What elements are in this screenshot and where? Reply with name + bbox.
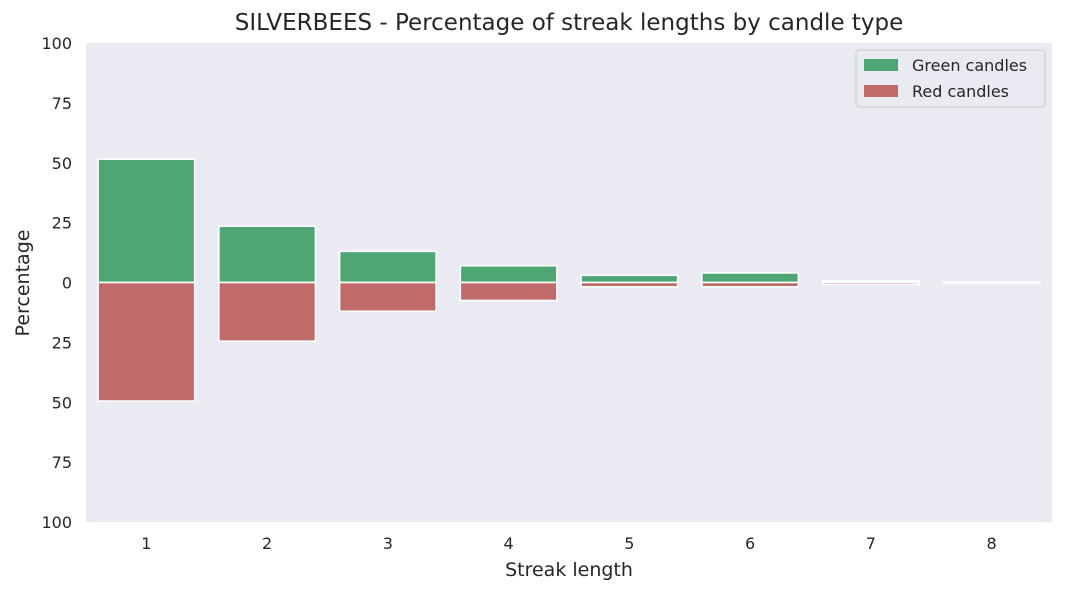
- legend-box: [855, 49, 1046, 108]
- y-tick-labels: 100 75 50 25 0 25 50 75 100: [41, 34, 72, 532]
- x-tick-label: 7: [866, 534, 876, 553]
- chart-title: SILVERBEES - Percentage of streak length…: [235, 10, 904, 36]
- red-bar: [580, 281, 679, 288]
- red-bar: [97, 281, 196, 402]
- y-tick-label: 50: [52, 393, 72, 412]
- x-tick-label: 6: [745, 534, 755, 553]
- green-bar: [97, 158, 196, 284]
- green-bar: [218, 225, 317, 284]
- y-tick-label: 75: [52, 94, 72, 113]
- green-bar: [338, 250, 437, 284]
- y-tick-label: 25: [52, 333, 72, 352]
- legend: Green candles Red candles: [855, 49, 1046, 108]
- red-bar: [821, 281, 920, 286]
- legend-label-green: Green candles: [912, 56, 1027, 75]
- x-axis-label: Streak length: [505, 559, 633, 581]
- y-tick-label: 100: [41, 34, 72, 53]
- y-tick-label: 100: [41, 513, 72, 532]
- green-bar: [580, 274, 679, 284]
- y-tick-label: 50: [52, 154, 72, 173]
- y-tick-label: 0: [62, 274, 72, 293]
- x-tick-labels: 1 2 3 4 5 6 7 8: [141, 534, 996, 553]
- y-tick-label: 75: [52, 453, 72, 472]
- green-bar: [459, 264, 558, 284]
- x-tick-label: 1: [141, 534, 151, 553]
- red-bar: [701, 281, 800, 288]
- x-tick-label: 2: [262, 534, 272, 553]
- x-tick-label: 5: [624, 534, 634, 553]
- x-tick-label: 4: [504, 534, 514, 553]
- legend-label-red: Red candles: [912, 82, 1009, 101]
- red-bar: [459, 281, 558, 302]
- red-bar: [338, 281, 437, 313]
- legend-swatch-green: [864, 59, 898, 71]
- x-tick-label: 8: [987, 534, 997, 553]
- red-bar: [218, 281, 317, 342]
- green-bar: [701, 272, 800, 284]
- x-tick-label: 3: [383, 534, 393, 553]
- legend-swatch-red: [864, 85, 898, 97]
- red-bar: [942, 281, 1041, 285]
- y-tick-label: 25: [52, 214, 72, 233]
- bars-group: [97, 158, 1041, 402]
- y-axis-label: Percentage: [12, 230, 34, 337]
